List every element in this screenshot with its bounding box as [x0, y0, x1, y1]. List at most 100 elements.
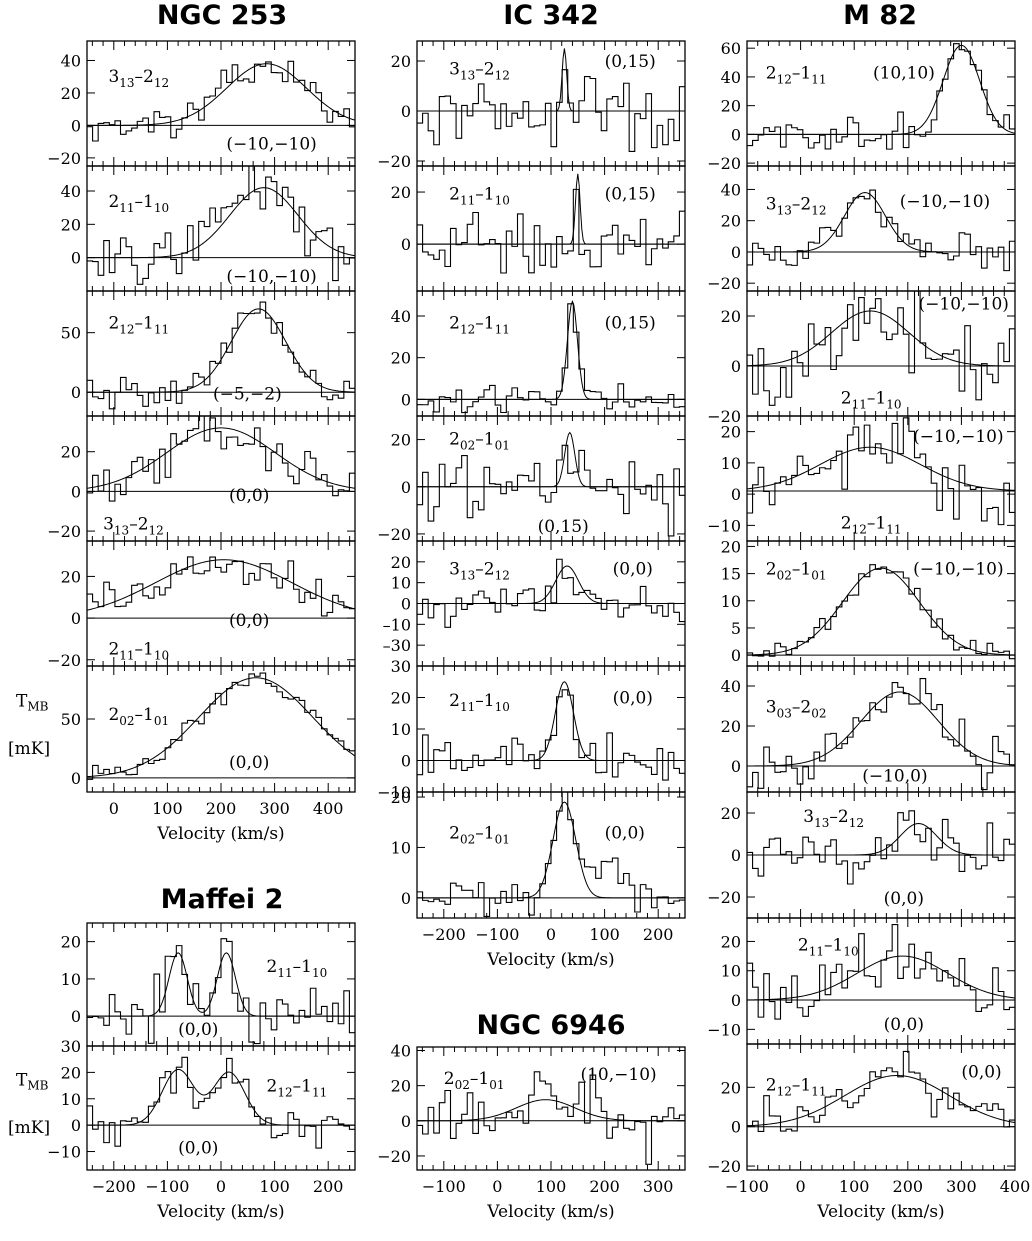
y-tick-label: 10	[721, 454, 741, 473]
spectrum-histogram	[747, 417, 1015, 526]
offset-label: (0,0)	[178, 1139, 218, 1159]
title-ngc253: NGC 253	[157, 0, 287, 31]
y-tick-label: 20	[391, 689, 411, 708]
offset-label: (0,15)	[605, 313, 656, 333]
y-tick-label: −20	[377, 525, 411, 544]
y-tick-label: 0	[731, 125, 741, 144]
title-maffei2: Maffei 2	[161, 884, 284, 915]
y-tick-label: –30	[383, 636, 411, 655]
spectrum-histogram	[417, 689, 685, 781]
y-tick-label: 20	[61, 443, 81, 462]
offset-label: (−10,−10)	[919, 295, 1009, 315]
y-tick-label: 20	[721, 537, 741, 556]
y-tick-label: 30	[61, 1037, 81, 1056]
y-tick-label: 5	[731, 619, 741, 638]
transition-label: 212–111	[267, 1077, 328, 1100]
panel-frame	[86, 665, 356, 793]
spectrum-histogram	[87, 556, 355, 617]
gaussian-fit	[747, 1074, 1015, 1127]
panel-frame	[746, 165, 1016, 292]
transition-label: 202–101	[449, 823, 510, 846]
transition-label: 313–212	[108, 67, 169, 90]
transition-label: 211–110	[798, 935, 859, 958]
x-tick-label: −200	[92, 1177, 136, 1196]
transition-label: 202–101	[449, 430, 510, 453]
offset-label: (0,0)	[229, 486, 269, 506]
offset-label: (0,0)	[613, 560, 653, 580]
panel-frame	[86, 1045, 356, 1171]
transition-label: 211–110	[108, 640, 169, 663]
y-tick-label: −20	[707, 154, 741, 173]
x-tick-label: 300	[643, 1177, 674, 1196]
panel-ic342-2: 0 20 211–110 (0,15)	[391, 165, 686, 292]
y-tick-label: 10	[721, 962, 741, 981]
y-tick-label: 40	[391, 1042, 411, 1061]
x-tick-label: 0	[796, 1177, 806, 1196]
y-tick-label: 20	[391, 183, 411, 202]
offset-label: (10,−10)	[580, 1065, 656, 1085]
transition-label: 211–110	[449, 185, 510, 208]
y-tick-label: 20	[391, 1077, 411, 1096]
gaussian-fit	[417, 300, 685, 400]
transition-label: 313–212	[803, 807, 864, 830]
spectrum-histogram	[747, 924, 1015, 1020]
y-tick-label: 0	[401, 889, 411, 908]
gaussian-fit	[747, 44, 1015, 135]
y-tick-label: 20	[721, 97, 741, 116]
y-tick-label: 0	[731, 846, 741, 865]
offset-label: (−10,−10)	[900, 192, 990, 212]
offset-label: (−10,−10)	[913, 560, 1003, 580]
y-axis-label: TMB	[16, 691, 49, 713]
gaussian-fit	[747, 822, 1015, 856]
transition-label: 211–110	[841, 388, 902, 411]
y-tick-label: 10	[61, 970, 81, 989]
offset-label: (−10,−10)	[226, 135, 316, 155]
gaussian-fit	[417, 1099, 685, 1122]
offset-label: (0,0)	[613, 689, 653, 709]
y-tick-label: −10	[707, 516, 741, 535]
y-tick-label: 20	[721, 1078, 741, 1097]
y-tick-label: 0	[731, 757, 741, 776]
gaussian-fit	[747, 955, 1015, 1001]
panel-m82-4: −10 0 10 20 212–111 (−10,−10)	[707, 415, 1016, 542]
title-ic342: IC 342	[503, 0, 599, 31]
y-axis-label: TMB	[16, 1071, 49, 1093]
y-tick-label: −20	[707, 888, 741, 907]
y-tick-label: 0	[401, 390, 411, 409]
y-tick-label: –10	[383, 615, 411, 634]
panel-m82-2: −20 0 20 40 313–212 (−10,−10)	[707, 165, 1016, 293]
x-tick-label: −200	[422, 925, 466, 944]
y-tick-label: 0	[71, 609, 81, 628]
offset-label: (−5,−2)	[213, 385, 282, 405]
panel-ngc253-1: −20 0 20 40 313–212 (−10,−10)	[47, 40, 356, 168]
offset-label: (−10,−10)	[226, 267, 316, 287]
transition-label: 303–202	[766, 697, 827, 720]
transition-label: 211–110	[267, 957, 328, 980]
y-tick-label: 40	[721, 68, 741, 87]
spectrum-histogram	[417, 303, 685, 414]
y-tick-label: 10	[61, 1090, 81, 1109]
gaussian-fit	[417, 801, 685, 899]
y-tick-label: −10	[707, 1020, 741, 1039]
transition-label: 212–111	[766, 63, 827, 86]
panel-frame	[416, 290, 686, 417]
title-m82: M 82	[843, 0, 917, 31]
y-tick-label: 0	[401, 595, 411, 614]
spectrum-histogram	[417, 1071, 685, 1165]
y-tick-label: −20	[377, 1147, 411, 1166]
offset-label: (−10,−10)	[913, 427, 1003, 447]
transition-label: 212–111	[841, 513, 902, 536]
y-tick-label: −20	[47, 651, 81, 670]
y-tick-label: 10	[391, 574, 411, 593]
y-tick-label: 20	[61, 84, 81, 103]
y-tick-label: 0	[71, 383, 81, 402]
offset-label: (0,0)	[229, 753, 269, 773]
y-tick-label: 20	[61, 567, 81, 586]
y-tick-label: 50	[61, 324, 81, 343]
y-tick-label: −20	[707, 407, 741, 426]
transition-label: 313–212	[449, 560, 510, 583]
y-tick-label: −20	[47, 149, 81, 168]
x-tick-label: 200	[206, 799, 237, 818]
y-tick-label: 0	[731, 357, 741, 376]
offset-label: (0,0)	[229, 611, 269, 631]
